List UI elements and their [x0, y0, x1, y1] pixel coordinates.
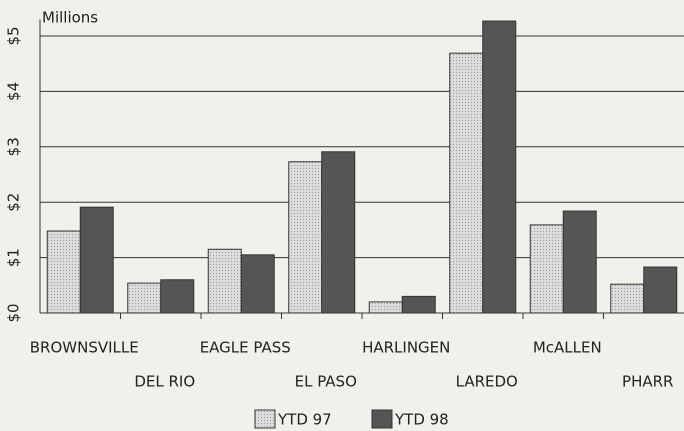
bar — [449, 52, 484, 314]
bar — [529, 224, 564, 314]
bar — [482, 20, 517, 314]
y-axis-label: Millions — [42, 9, 98, 27]
bar — [46, 230, 81, 314]
x-tick-label: LAREDO — [456, 373, 518, 391]
bar — [368, 301, 403, 314]
bar — [160, 279, 195, 314]
bar — [401, 295, 436, 314]
bar — [79, 206, 114, 314]
bar — [207, 248, 242, 314]
bar — [321, 151, 356, 314]
legend-swatch — [371, 409, 393, 429]
legend-label: YTD 97 — [277, 411, 332, 429]
bar — [562, 210, 597, 314]
y-tick-label: $5 — [5, 26, 23, 45]
bar — [288, 161, 323, 314]
legend-label: YTD 98 — [394, 411, 449, 429]
bar — [643, 266, 678, 314]
y-tick-label: $0 — [5, 303, 23, 322]
bar — [610, 283, 645, 314]
y-tick-label: $3 — [5, 137, 23, 156]
x-tick-label: McALLEN — [533, 339, 602, 357]
bar — [127, 282, 162, 314]
x-tick-label: BROWNSVILLE — [30, 339, 139, 357]
x-tick-label: PHARR — [622, 373, 673, 391]
x-tick-label: EL PASO — [295, 373, 357, 391]
y-tick-label: $2 — [5, 193, 23, 212]
x-tick-label: EAGLE PASS — [200, 339, 291, 357]
y-tick-label: $1 — [5, 248, 23, 267]
x-tick-label: HARLINGEN — [362, 339, 450, 357]
legend-swatch — [254, 409, 276, 429]
x-tick-label: DEL RIO — [134, 373, 195, 391]
y-tick-label: $4 — [5, 82, 23, 101]
bar — [240, 254, 275, 314]
